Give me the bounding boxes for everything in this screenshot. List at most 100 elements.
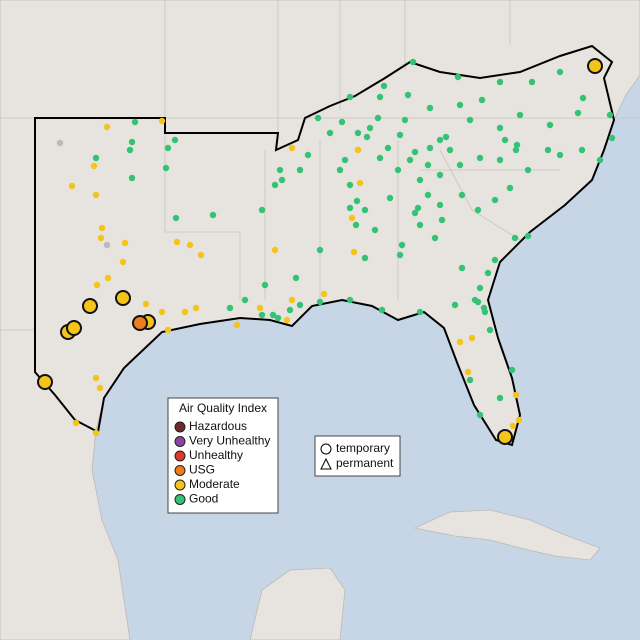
- monitor-point: [524, 232, 532, 240]
- monitor-point: [587, 58, 603, 74]
- monitor-point: [396, 131, 404, 139]
- monitor-point: [314, 114, 322, 122]
- monitor-point: [456, 161, 464, 169]
- monitor-point: [304, 151, 312, 159]
- monitor-point: [352, 221, 360, 229]
- monitor-point: [378, 306, 386, 314]
- monitor-point: [436, 201, 444, 209]
- monitor-point: [363, 133, 371, 141]
- monitor-point: [579, 94, 587, 102]
- monitor-point: [511, 234, 519, 242]
- monitor-point: [66, 320, 82, 336]
- monitor-point: [515, 416, 523, 424]
- monitor-point: [119, 258, 127, 266]
- monitor-point: [158, 117, 166, 125]
- triangle-symbol: [320, 457, 332, 470]
- monitor-point: [496, 156, 504, 164]
- legend-box: [167, 397, 279, 514]
- monitor-point: [209, 211, 217, 219]
- monitor-point: [468, 334, 476, 342]
- monitor-point: [288, 296, 296, 304]
- legend-label: Unhealthy: [189, 448, 243, 462]
- monitor-point: [556, 68, 564, 76]
- monitor-point: [92, 191, 100, 199]
- monitor-point: [409, 58, 417, 66]
- monitor-point: [496, 78, 504, 86]
- monitor-point: [128, 174, 136, 182]
- monitor-point: [128, 138, 136, 146]
- monitor-point: [131, 118, 139, 126]
- monitor-point: [476, 284, 484, 292]
- monitor-point: [82, 298, 98, 314]
- monitor-point: [283, 316, 291, 324]
- monitor-point: [451, 301, 459, 309]
- monitor-point: [173, 238, 181, 246]
- monitor-point: [458, 264, 466, 272]
- monitor-point: [274, 314, 282, 322]
- monitor-point: [162, 164, 170, 172]
- monitor-point: [416, 176, 424, 184]
- monitor-point: [491, 256, 499, 264]
- monitor-point: [361, 254, 369, 262]
- monitor-point: [484, 269, 492, 277]
- monitor-point: [316, 246, 324, 254]
- yucatan: [249, 567, 346, 640]
- shape-label: permanent: [336, 456, 394, 470]
- monitor-point: [476, 154, 484, 162]
- monitor-point: [132, 315, 148, 331]
- monitor-point: [596, 156, 604, 164]
- monitor-point: [544, 146, 552, 154]
- monitor-point: [37, 374, 53, 390]
- monitor-point: [394, 166, 402, 174]
- monitor-point: [376, 93, 384, 101]
- legend-label: USG: [189, 463, 215, 477]
- monitor-point: [458, 191, 466, 199]
- monitor-point: [608, 134, 616, 142]
- monitor-point: [456, 338, 464, 346]
- monitor-point: [466, 116, 474, 124]
- monitor-point: [96, 384, 104, 392]
- monitor-point: [386, 194, 394, 202]
- monitor-point: [346, 93, 354, 101]
- monitor-point: [513, 141, 521, 149]
- monitor-point: [296, 166, 304, 174]
- monitor-point: [508, 366, 516, 374]
- monitor-point: [278, 176, 286, 184]
- monitor-point: [181, 308, 189, 316]
- monitor-point: [92, 374, 100, 382]
- monitor-point: [354, 129, 362, 137]
- monitor-point: [336, 166, 344, 174]
- legend-label: Very Unhealthy: [189, 434, 270, 448]
- monitor-point: [316, 298, 324, 306]
- monitor-point: [56, 139, 64, 147]
- monitor-point: [524, 166, 532, 174]
- monitor-point: [288, 144, 296, 152]
- monitor-points: [37, 58, 616, 445]
- legend-swatch: [174, 436, 186, 447]
- monitor-point: [436, 136, 444, 144]
- monitor-point: [269, 311, 277, 319]
- monitor-point: [426, 104, 434, 112]
- monitor-point: [226, 304, 234, 312]
- monitor-point: [68, 182, 76, 190]
- monitor-point: [606, 111, 614, 119]
- monitor-point: [578, 146, 586, 154]
- monitor-point: [512, 146, 520, 154]
- monitor-point: [474, 206, 482, 214]
- monitor-point: [398, 241, 406, 249]
- monitor-point: [480, 304, 488, 312]
- monitor-point: [426, 144, 434, 152]
- monitor-point: [506, 184, 514, 192]
- monitor-point: [574, 109, 582, 117]
- monitor-point: [197, 251, 205, 259]
- monitor-point: [486, 326, 494, 334]
- monitor-point: [354, 146, 362, 154]
- monitor-point: [192, 304, 200, 312]
- monitor-point: [292, 274, 300, 282]
- shape-legend: temporary permanent: [314, 435, 401, 477]
- monitor-point: [348, 214, 356, 222]
- monitor-point: [320, 290, 328, 298]
- monitor-point: [72, 419, 80, 427]
